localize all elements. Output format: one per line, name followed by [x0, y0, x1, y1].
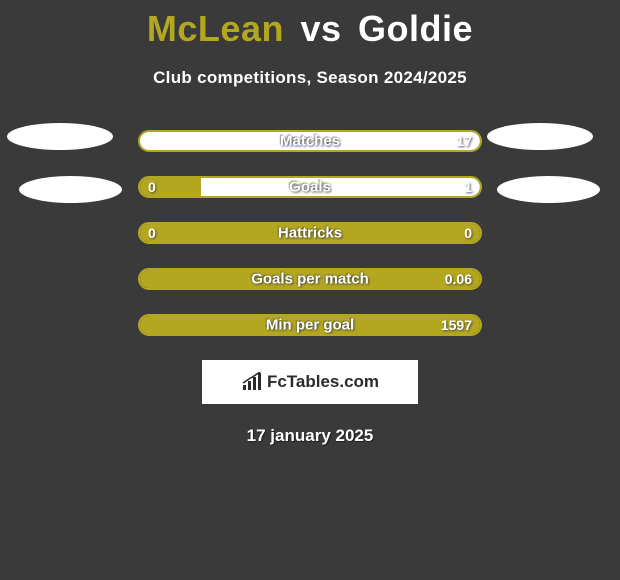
bar-label: Matches — [280, 133, 340, 150]
subtitle: Club competitions, Season 2024/2025 — [0, 68, 620, 88]
player2-name: Goldie — [358, 8, 473, 49]
stat-bar-goals: 0 Goals 1 — [138, 176, 482, 198]
chart-icon — [241, 372, 263, 392]
decor-ellipse — [7, 123, 113, 150]
bar-label: Goals per match — [251, 271, 369, 288]
bar-value-right: 1597 — [441, 317, 472, 333]
date-label: 17 january 2025 — [0, 426, 620, 446]
player1-name: McLean — [147, 8, 284, 49]
logo-box[interactable]: FcTables.com — [202, 360, 418, 404]
stat-bar-mpg: Min per goal 1597 — [138, 314, 482, 336]
bar-value-right: 0.06 — [445, 271, 472, 287]
bar-label: Hattricks — [278, 225, 342, 242]
stat-bar-gpm: Goals per match 0.06 — [138, 268, 482, 290]
decor-ellipse — [497, 176, 600, 203]
bar-value-left: 0 — [148, 225, 156, 241]
logo-text: FcTables.com — [267, 372, 379, 392]
stat-bar-matches: Matches 17 — [138, 130, 482, 152]
decor-ellipse — [487, 123, 593, 150]
bar-value-right: 1 — [464, 179, 472, 195]
bar-label: Goals — [289, 179, 331, 196]
bar-value-left: 0 — [148, 179, 156, 195]
bar-label: Min per goal — [266, 317, 354, 334]
vs-label: vs — [300, 8, 341, 49]
stats-bars: Matches 17 0 Goals 1 0 Hattricks 0 Goals… — [138, 130, 482, 336]
bar-value-right: 0 — [464, 225, 472, 241]
bar-value-right: 17 — [456, 133, 472, 149]
bar-fill-right — [201, 178, 480, 196]
page-title: McLean vs Goldie — [0, 0, 620, 50]
stat-bar-hattricks: 0 Hattricks 0 — [138, 222, 482, 244]
decor-ellipse — [19, 176, 122, 203]
